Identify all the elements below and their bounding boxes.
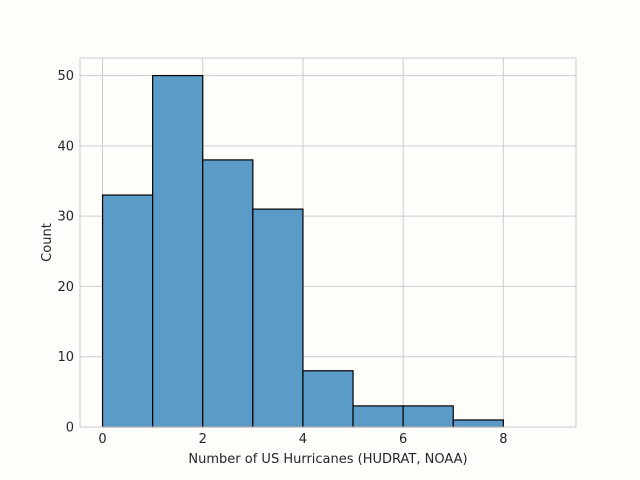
histogram-bar: [202, 159, 254, 428]
y-tick-label: 30: [57, 210, 74, 225]
histogram-bar: [252, 208, 304, 428]
y-tick-label: 10: [57, 350, 74, 365]
plot-frame: [79, 57, 577, 428]
histogram-bar: [101, 194, 154, 428]
histogram-bar: [302, 370, 354, 428]
y-tick-label: 20: [57, 280, 74, 295]
x-tick-label: 8: [499, 432, 507, 447]
x-tick-label: 2: [199, 432, 207, 447]
x-tick-label: 6: [399, 432, 407, 447]
histogram-bars: [101, 74, 504, 428]
histogram-bar: [402, 405, 454, 428]
y-tick-label: 0: [66, 421, 74, 436]
x-tick-label: 4: [299, 432, 307, 447]
x-tick-label: 0: [98, 432, 106, 447]
x-axis-label: Number of US Hurricanes (HUDRAT, NOAA): [188, 452, 467, 467]
y-tick-label: 50: [57, 69, 74, 84]
histogram-bar: [352, 405, 404, 428]
y-axis-label: Count: [40, 223, 55, 262]
tick-labels: 0 2 4 6 8 0 10 20 30 40 50: [57, 69, 507, 447]
y-tick-label: 40: [57, 139, 74, 154]
histogram-bar: [152, 74, 204, 428]
histogram-bar: [452, 419, 504, 428]
